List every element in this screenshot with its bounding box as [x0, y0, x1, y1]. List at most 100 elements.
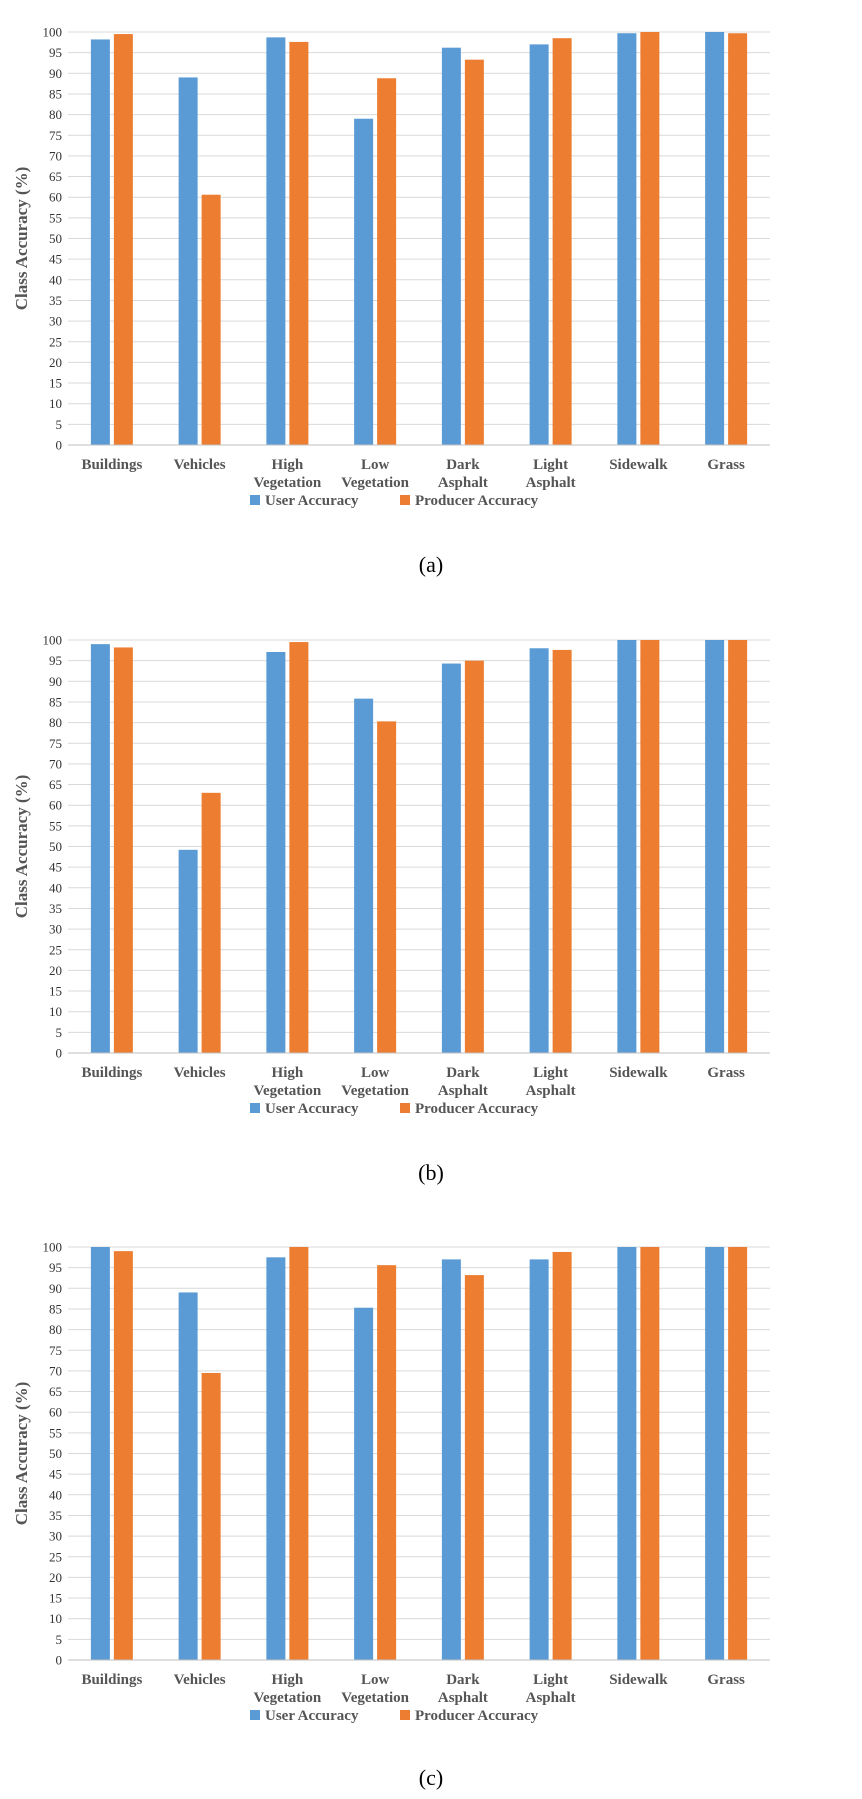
y-tick-label: 15: [49, 1591, 62, 1606]
y-tick-label: 35: [49, 901, 62, 916]
bar-producer-accuracy: [201, 1372, 221, 1660]
legend-label-producer: Producer Accuracy: [415, 1708, 539, 1724]
bar-producer-accuracy: [201, 194, 221, 445]
x-tick-label: Buildings: [81, 1672, 142, 1688]
y-tick-label: 65: [49, 1384, 62, 1399]
x-tick-label: Sidewalk: [609, 1672, 668, 1688]
y-tick-label: 20: [49, 963, 62, 978]
x-tick-label-line: Vegetation: [253, 1690, 321, 1706]
y-tick-label: 95: [49, 1260, 62, 1275]
x-tick-label: Vehicles: [174, 457, 226, 473]
x-tick-label-line: Asphalt: [526, 1690, 576, 1706]
bar-producer-accuracy: [377, 721, 397, 1053]
x-tick-label-line: High: [272, 1065, 304, 1081]
x-tick-label-line: Light: [533, 1065, 568, 1081]
y-tick-label: 5: [56, 1025, 63, 1040]
bar-user-accuracy: [354, 118, 374, 445]
x-tick-label-line: Sidewalk: [609, 1672, 668, 1688]
bar-user-accuracy: [441, 1259, 461, 1660]
bar-user-accuracy: [178, 849, 198, 1053]
x-tick-label-line: Vegetation: [341, 1083, 409, 1099]
x-tick-label-line: Vegetation: [253, 475, 321, 491]
x-tick-label-line: Low: [361, 1672, 390, 1688]
y-tick-label: 90: [49, 66, 62, 81]
y-tick-label: 35: [49, 1508, 62, 1523]
x-tick-label: Grass: [707, 457, 745, 473]
y-tick-label: 100: [43, 1240, 63, 1255]
x-tick-label-line: Vegetation: [253, 1083, 321, 1099]
bar-producer-accuracy: [728, 640, 748, 1053]
bar-user-accuracy: [617, 1247, 637, 1660]
x-tick-label: Dark Asphalt: [438, 457, 488, 491]
x-tick-label-line: High: [272, 1672, 304, 1688]
bar-producer-accuracy: [377, 78, 397, 446]
chart-panel-c: 0 5 10 15 20 25 30 35 40 45 50 55 60 65 70 75 80 85 90 95 10…: [0, 1215, 862, 1760]
x-tick-label-line: Buildings: [81, 1672, 142, 1688]
x-tick-label-line: Grass: [707, 1672, 745, 1688]
y-tick-label: 50: [49, 1446, 62, 1461]
x-tick-label: Buildings: [81, 457, 142, 473]
x-tick-label: Low Vegetation: [341, 1065, 409, 1099]
y-tick-label: 45: [49, 860, 62, 875]
bar-producer-accuracy: [289, 41, 309, 446]
y-tick-label: 15: [49, 984, 62, 999]
y-tick-label: 40: [49, 1487, 62, 1502]
bar-producer-accuracy: [640, 32, 660, 445]
x-tick-label-line: Grass: [707, 457, 745, 473]
y-tick-label: 60: [49, 1405, 62, 1420]
bar-user-accuracy: [266, 651, 286, 1053]
bar-user-accuracy: [90, 644, 110, 1053]
x-tick-label-line: Asphalt: [526, 475, 576, 491]
bar-user-accuracy: [266, 37, 286, 446]
legend-swatch-user: [250, 1710, 260, 1720]
legend-swatch-producer: [400, 495, 410, 505]
x-tick-label: Grass: [707, 1065, 745, 1081]
bar-producer-accuracy: [552, 649, 572, 1053]
y-tick-label: 95: [49, 45, 62, 60]
x-tick-label: High Vegetation: [253, 1672, 321, 1706]
bar-producer-accuracy: [464, 660, 484, 1053]
bar-user-accuracy: [705, 640, 725, 1053]
x-tick-label-line: Vegetation: [341, 475, 409, 491]
y-axis-label: Class Accuracy (%): [12, 775, 31, 919]
bar-producer-accuracy: [552, 1251, 572, 1660]
x-tick-label-line: Vegetation: [341, 1690, 409, 1706]
bar-user-accuracy: [529, 44, 549, 445]
chart-panel-b: 0 5 10 15 20 25 30 35 40 45 50 55 60 65 70 75 80 85 90 95 10…: [0, 608, 862, 1153]
y-tick-label: 0: [56, 1046, 63, 1061]
y-tick-label: 55: [49, 818, 62, 833]
y-tick-label: 25: [49, 1549, 62, 1564]
y-tick-label: 70: [49, 148, 62, 163]
legend-swatch-user: [250, 1103, 260, 1113]
x-tick-label-line: Buildings: [81, 457, 142, 473]
bar-user-accuracy: [354, 698, 374, 1053]
x-tick-label: Light Asphalt: [526, 1672, 576, 1706]
y-tick-label: 65: [49, 169, 62, 184]
y-tick-label: 10: [49, 396, 62, 411]
bar-user-accuracy: [90, 1247, 110, 1660]
y-tick-label: 100: [43, 25, 63, 40]
bar-producer-accuracy: [552, 38, 572, 445]
bar-producer-accuracy: [464, 1275, 484, 1660]
bar-producer-accuracy: [113, 1251, 133, 1660]
legend-swatch-producer: [400, 1710, 410, 1720]
y-tick-label: 20: [49, 1570, 62, 1585]
x-tick-label-line: Vehicles: [174, 1672, 226, 1688]
y-tick-label: 20: [49, 355, 62, 370]
bar-user-accuracy: [178, 1292, 198, 1660]
bar-producer-accuracy: [289, 642, 309, 1053]
y-axis-label: Class Accuracy (%): [12, 167, 31, 311]
y-tick-label: 60: [49, 190, 62, 205]
x-tick-label: Sidewalk: [609, 457, 668, 473]
bar-user-accuracy: [90, 39, 110, 446]
y-tick-label: 95: [49, 653, 62, 668]
bar-producer-accuracy: [728, 1247, 748, 1660]
bar-chart-b: 0 5 10 15 20 25 30 35 40 45 50 55 60 65 70 75 80 85 90 95 10…: [12, 633, 770, 1117]
x-tick-label-line: Dark: [446, 457, 480, 473]
y-tick-label: 55: [49, 1425, 62, 1440]
x-tick-label: Buildings: [81, 1065, 142, 1081]
legend-label-user: User Accuracy: [265, 1101, 359, 1117]
bar-user-accuracy: [529, 648, 549, 1053]
x-tick-label-line: Asphalt: [526, 1083, 576, 1099]
caption-c: (c): [418, 1765, 444, 1790]
